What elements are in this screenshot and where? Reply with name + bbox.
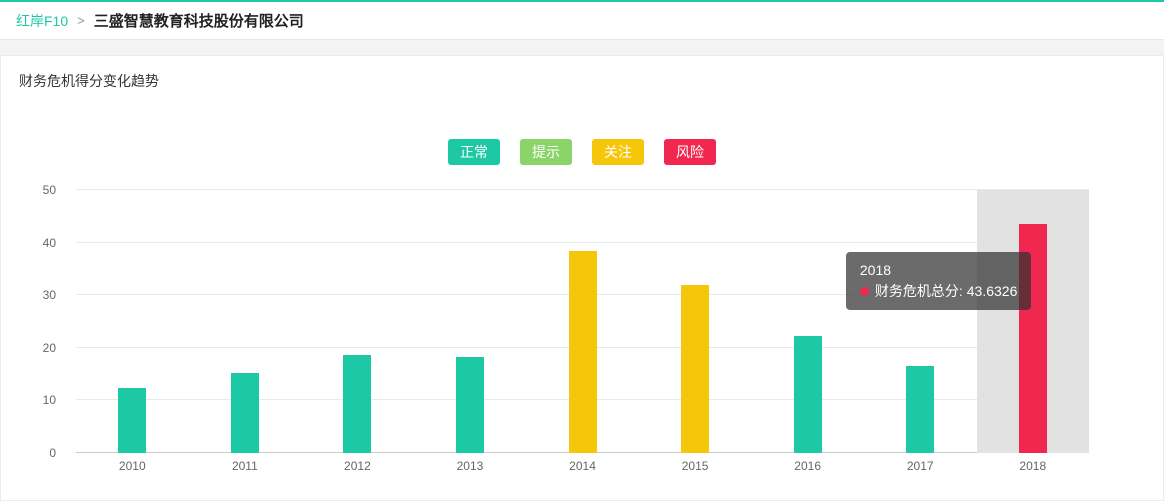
chart-legend: 正常 提示 关注 风险 <box>1 139 1163 165</box>
x-tick-label-2017: 2017 <box>906 459 934 473</box>
x-tick-label-2012: 2012 <box>344 459 371 473</box>
breadcrumb-separator: > <box>77 13 85 28</box>
page-background-gap <box>0 40 1164 55</box>
x-tick-label-2010: 2010 <box>118 459 146 473</box>
panel-title: 财务危机得分变化趋势 <box>19 73 159 89</box>
bar-chart: 0 10 20 30 40 50 2018 财务危机总分: 43.6326 <box>43 183 1090 460</box>
x-tick-label-2015: 2015 <box>681 459 709 473</box>
bar-slot-2014 <box>526 190 639 453</box>
financial-crisis-panel: 财务危机得分变化趋势 正常 提示 关注 风险 0 10 20 30 40 50 2018 财务危… <box>0 55 1164 501</box>
gridline-50 <box>76 189 1089 190</box>
bar-slot-2016 <box>751 190 864 453</box>
tooltip: 2018 财务危机总分: 43.6326 <box>845 252 1032 310</box>
chart-plot: 2018 财务危机总分: 43.6326 <box>76 189 1090 453</box>
breadcrumb-bar: 红岸F10 > 三盛智慧教育科技股份有限公司 <box>0 2 1164 40</box>
tooltip-series-label: 财务危机总分: <box>874 283 963 299</box>
legend-item-1[interactable]: 提示 <box>520 139 572 165</box>
top-accent-line <box>0 0 1164 2</box>
bar-2014[interactable] <box>568 251 597 453</box>
x-tick-label-2011: 2011 <box>231 459 258 473</box>
tooltip-series-value: 43.6326 <box>966 283 1018 299</box>
x-tick-label-2014: 2014 <box>569 459 596 473</box>
bar-2010[interactable] <box>118 387 147 453</box>
tooltip-series-row: 财务危机总分: 43.6326 <box>859 281 1018 302</box>
bar-2013[interactable] <box>455 357 484 453</box>
gridline-40 <box>76 241 1089 243</box>
legend-item-2[interactable]: 关注 <box>592 139 644 165</box>
legend-item-3[interactable]: 风险 <box>664 139 716 165</box>
bar-slot-2011 <box>189 190 302 453</box>
tooltip-series-marker-icon <box>859 286 869 296</box>
bar-slot-2015 <box>639 190 752 453</box>
y-tick-label-30: 30 <box>42 288 56 303</box>
x-tick-label-2013: 2013 <box>456 459 484 473</box>
x-tick-label-2016: 2016 <box>794 459 821 473</box>
breadcrumb-root-link[interactable]: 红岸F10 <box>16 12 69 29</box>
y-tick-label-0: 0 <box>49 446 56 460</box>
y-tick-label-10: 10 <box>42 393 56 408</box>
bar-slot-2018 <box>976 190 1090 453</box>
bar-2017[interactable] <box>906 365 935 453</box>
y-tick-label-50: 50 <box>42 183 56 197</box>
breadcrumb-current-company: 三盛智慧教育科技股份有限公司 <box>93 13 304 30</box>
y-tick-label-20: 20 <box>42 340 56 355</box>
bar-slot-2010 <box>76 190 189 453</box>
bar-slot-2013 <box>414 190 527 453</box>
legend-item-0[interactable]: 正常 <box>448 139 500 165</box>
x-tick-label-2018: 2018 <box>1019 459 1047 473</box>
y-axis: 0 10 20 30 40 50 <box>6 183 66 460</box>
y-tick-label-40: 40 <box>42 235 56 250</box>
bar-slots <box>76 190 1090 453</box>
bar-slot-2012 <box>301 190 414 453</box>
bar-2016[interactable] <box>793 335 822 453</box>
bar-2012[interactable] <box>343 355 372 453</box>
bar-2011[interactable] <box>230 373 259 453</box>
tooltip-title: 2018 <box>859 262 892 278</box>
bar-2015[interactable] <box>681 285 710 453</box>
x-axis-labels: 2010 2011 2012 2013 2014 2015 2016 2017 2018 <box>76 459 1089 473</box>
bar-slot-2017 <box>864 190 977 453</box>
